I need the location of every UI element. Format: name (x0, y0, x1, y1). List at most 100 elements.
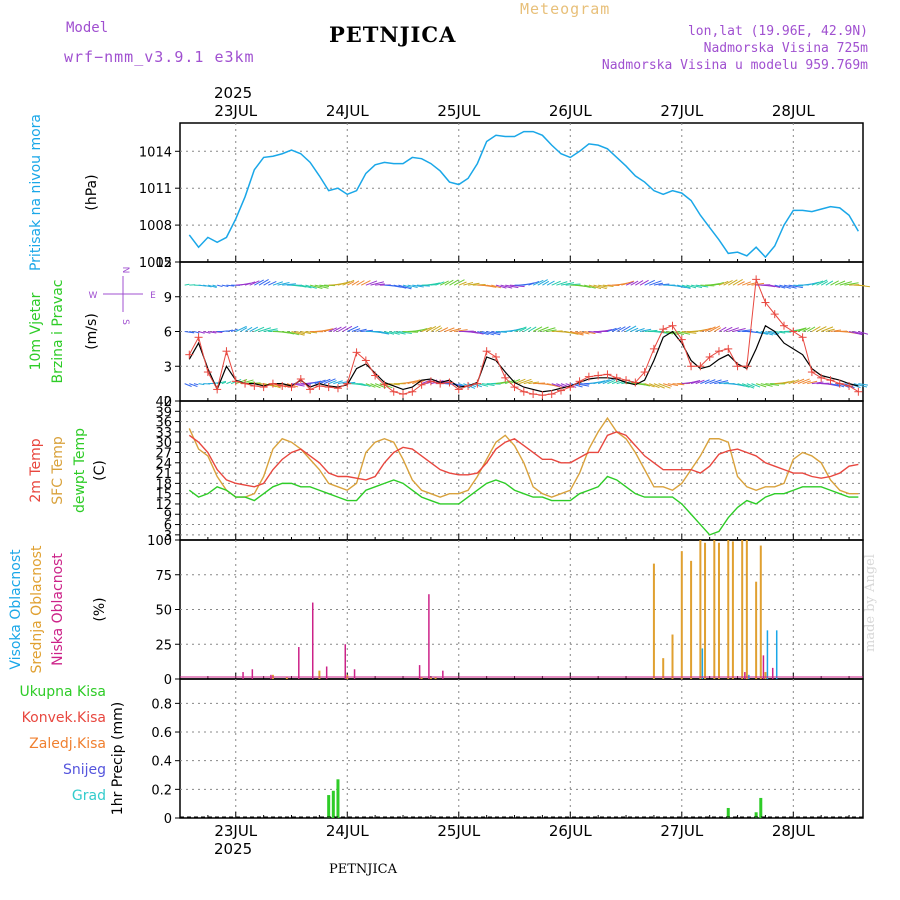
wind-arrow (649, 280, 662, 286)
precip-ytick-label: 0.6 (151, 726, 172, 741)
cloud-bar-1 (429, 677, 432, 679)
footer-station: PETNJICA (329, 862, 397, 877)
wind-arrow (644, 279, 655, 286)
wind-arrow (282, 331, 295, 335)
precip-bar-0 (759, 797, 763, 818)
wind-arrow (542, 280, 550, 286)
wind-arrow (430, 325, 441, 332)
wind-arrow (230, 328, 238, 332)
wind-arrow (551, 280, 561, 286)
wind-arrow (361, 329, 373, 332)
wind-arrow (189, 331, 194, 334)
wind-arrow (249, 326, 259, 332)
date-label-top-26JUL: 26JUL (549, 102, 592, 120)
wind-arrow (742, 281, 752, 286)
wind-arrow (207, 284, 217, 289)
wind-arrow (616, 380, 628, 385)
precip-legend-1: Konvek.Kisa (22, 710, 106, 726)
wind-arrow (625, 325, 637, 332)
wind-arrow (765, 331, 779, 336)
wind-arrow (811, 280, 824, 286)
wind-arrow (765, 284, 776, 288)
pressure-line (188, 130, 860, 259)
compass-west: W (89, 291, 98, 301)
wind-arrow (714, 327, 722, 332)
wind-arrow (444, 327, 455, 332)
wind-arrow (574, 383, 590, 387)
wind-arrow (402, 284, 412, 289)
wind-arrow (788, 284, 803, 289)
wind-arrow (598, 379, 610, 385)
wind-arrow (755, 383, 767, 388)
cloud-bar-1 (652, 563, 655, 679)
wind-arrow (519, 378, 532, 385)
compass-south: S (120, 319, 130, 325)
wind-arrow (816, 326, 827, 332)
temp-axis-title-1: 2m Temp (28, 438, 44, 502)
date-label-bottom-24JUL: 24JUL (326, 822, 369, 840)
wind-arrow (788, 379, 800, 385)
wind-arrow (825, 328, 835, 332)
wind-arrow (444, 279, 454, 286)
wind-arrow (384, 331, 395, 335)
wind-arrow (398, 284, 412, 290)
wind-arrow (584, 331, 596, 335)
wind-arrow (393, 331, 406, 335)
wind-arrow (467, 282, 480, 286)
wind-arrow (333, 380, 343, 385)
cloud-axis-title-1: Visoka Oblacnost (8, 549, 24, 670)
wind-arrow (639, 328, 652, 332)
wind-arrow (551, 383, 561, 387)
wind-arrow (184, 283, 190, 286)
temperature-ytick-label: 6 (164, 519, 172, 534)
wind-arrow (528, 280, 540, 286)
precip-ytick-label: 0.2 (151, 783, 172, 798)
wind-arrow (439, 280, 449, 286)
cloud-bar-2 (442, 670, 444, 679)
pressure-ytick-label: 1011 (139, 182, 172, 197)
wind-arrow (272, 281, 283, 286)
cloud-bar-0 (701, 648, 704, 679)
wind-arrow (454, 329, 468, 332)
wind-arrow (244, 326, 253, 332)
wind-arrow (714, 281, 725, 286)
cloud-bar-1 (318, 670, 321, 679)
wind-arrow (491, 284, 502, 289)
cloud-bar-1 (662, 658, 665, 679)
wind-arrow (254, 279, 264, 286)
wind-arrow (370, 383, 381, 389)
cloud-bar-2 (325, 666, 328, 679)
wind-arrow (807, 281, 819, 286)
wind-ytick-label: 3 (164, 360, 172, 375)
wind-arrow (593, 284, 607, 290)
wind-arrow (802, 327, 811, 332)
wind-arrow (602, 284, 614, 287)
cloud-bar-0 (766, 630, 769, 679)
cloud-bar-2 (251, 669, 254, 679)
temperature-ytick-label: 36 (155, 416, 172, 431)
meteogram-label: Meteogram (520, 0, 611, 18)
wind-arrow (375, 283, 385, 286)
wind-arrow (412, 284, 424, 288)
wind-arrow (811, 381, 824, 385)
wind-ytick-label: 12 (155, 256, 172, 271)
wind-ytick-label: 9 (164, 291, 172, 306)
wind-arrow (528, 381, 540, 385)
wind-arrow (296, 331, 306, 335)
wind-arrow (491, 331, 501, 334)
cloud-bar-1 (690, 560, 693, 679)
wind-arrow (672, 331, 685, 336)
wind-arrow (388, 331, 400, 335)
cloud-bar-1 (704, 542, 707, 679)
wind-arrow (398, 331, 412, 334)
date-label-bottom-23JUL: 23JUL (214, 822, 257, 840)
wind-arrow (728, 327, 739, 332)
wind-arrow (263, 280, 271, 286)
wind-arrow (663, 331, 674, 335)
wind-arrow (607, 379, 616, 385)
wind-arrow (333, 326, 342, 332)
wind-arrow (704, 326, 716, 332)
model-name: wrf−nmm_v3.9.1 e3km (64, 48, 255, 66)
wind-unit-label: (m/s) (84, 313, 100, 350)
wind-arrow (751, 383, 761, 388)
